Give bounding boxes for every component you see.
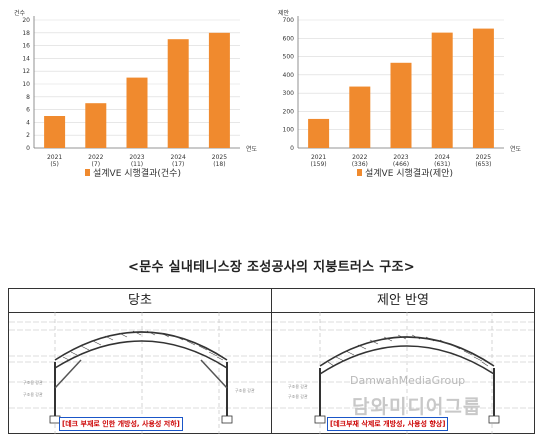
legend-proposals: 설계VE 시행결과(제안) (357, 166, 453, 179)
x-tick-sublabel: (653) (475, 161, 491, 168)
bar (44, 116, 66, 148)
legend-swatch (357, 169, 362, 176)
column-divider (271, 289, 272, 433)
y-tick-label: 0 (26, 145, 30, 152)
svg-text:구조용 강관: 구조용 강관 (288, 383, 308, 389)
y-tick-label: 12 (22, 68, 30, 75)
x-tick-sublabel: (466) (393, 161, 409, 168)
x-tick-label: 2023 (129, 154, 144, 161)
x-tick-sublabel: (18) (213, 161, 225, 168)
legend-cases-label: 설계VE 시행결과(건수) (93, 169, 181, 179)
truss-drawing-original: 구조용 강관 구조용 강관 구조용 강관 (9, 312, 271, 434)
y-axis-label: 제안 (278, 9, 290, 17)
chart-cases-svg: 건수02468101214161820연도2021(5)2022(7)2023(… (14, 9, 258, 168)
note-original: [데크 부재로 인한 개방성, 사용성 저하] (59, 417, 183, 431)
x-tick-sublabel: (159) (311, 161, 327, 168)
watermark-latin: DamwahMediaGroup (350, 374, 466, 387)
x-tick-sublabel: (7) (92, 161, 101, 168)
bar (126, 77, 148, 148)
header-original: 당초 (128, 293, 152, 308)
x-tick-sublabel: (17) (172, 161, 184, 168)
chart-proposals-svg: 제안0100200300400500600700연도2021(159)2022(… (278, 9, 522, 168)
y-tick-label: 100 (283, 127, 295, 134)
legend-cases: 설계VE 시행결과(건수) (85, 166, 181, 179)
bar-chart-proposals: 제안 0 100 200 300 400 500 600 700 연도 2021 (159) 2022(… (272, 4, 534, 176)
y-tick-label: 8 (26, 94, 30, 101)
bar (85, 103, 107, 148)
svg-text:구조용 강관: 구조용 강관 (288, 393, 308, 399)
bar (308, 118, 330, 148)
y-tick-label: 400 (283, 72, 295, 79)
x-tick-label: 2024 (435, 154, 450, 161)
x-tick-label: 2023 (393, 154, 408, 161)
bar (472, 28, 494, 149)
x-tick-label: 2025 (476, 154, 491, 161)
bar (431, 32, 453, 148)
legend-swatch (85, 169, 90, 176)
y-tick-label: 14 (22, 55, 30, 62)
note-proposal: [데크부재 삭제로 개방성, 사용성 향상] (327, 417, 449, 431)
x-tick-label: 2025 (212, 154, 227, 161)
y-axis-label: 건수 (14, 9, 26, 17)
svg-text:구조용 강관: 구조용 강관 (23, 379, 43, 385)
svg-text:구조용 강관: 구조용 강관 (235, 387, 255, 393)
y-tick-label: 0 (290, 145, 294, 152)
bar (167, 39, 189, 149)
x-tick-sublabel: (336) (352, 161, 368, 168)
watermark-korean: 담와미디어그룹 (352, 396, 482, 418)
truss-comparison-table: 당초 제안 반영 (8, 288, 535, 434)
y-tick-label: 300 (283, 90, 295, 97)
y-tick-label: 500 (283, 54, 295, 61)
legend-proposals-label: 설계VE 시행결과(제안) (365, 169, 453, 179)
x-tick-sublabel: (631) (434, 161, 450, 168)
y-tick-label: 18 (22, 30, 30, 37)
bar-chart-cases: 건수 0 2 4 6 8 10 12 14 16 18 20 연도 2021 (5) 2022 (7) 2023(… (8, 4, 270, 176)
svg-text:구조용 강관: 구조용 강관 (23, 391, 43, 397)
bar (390, 62, 412, 148)
x-tick-sublabel: (11) (131, 161, 143, 168)
x-tick-label: 2022 (352, 154, 367, 161)
y-tick-label: 200 (283, 108, 295, 115)
figure-caption: <문수 실내테니스장 조성공사의 지붕트러스 구조> (128, 260, 415, 275)
x-tick-label: 2024 (171, 154, 186, 161)
y-tick-label: 10 (22, 81, 30, 88)
y-tick-label: 16 (22, 43, 30, 50)
x-axis-label: 연도 (246, 145, 258, 153)
bar (349, 86, 371, 148)
y-tick-label: 600 (283, 35, 295, 42)
y-tick-label: 4 (26, 119, 30, 126)
header-proposal: 제안 반영 (377, 293, 429, 308)
bar (208, 32, 230, 148)
x-tick-label: 2022 (88, 154, 103, 161)
x-tick-label: 2021 (47, 154, 62, 161)
x-tick-sublabel: (5) (50, 161, 59, 168)
truss-drawing-proposal: 구조용 강관 구조용 강관 (272, 312, 534, 434)
y-tick-label: 2 (26, 132, 30, 139)
y-tick-label: 700 (283, 17, 295, 24)
x-tick-label: 2021 (311, 154, 326, 161)
x-axis-label: 연도 (510, 145, 522, 153)
y-tick-label: 20 (22, 17, 30, 24)
y-tick-label: 6 (26, 107, 30, 114)
